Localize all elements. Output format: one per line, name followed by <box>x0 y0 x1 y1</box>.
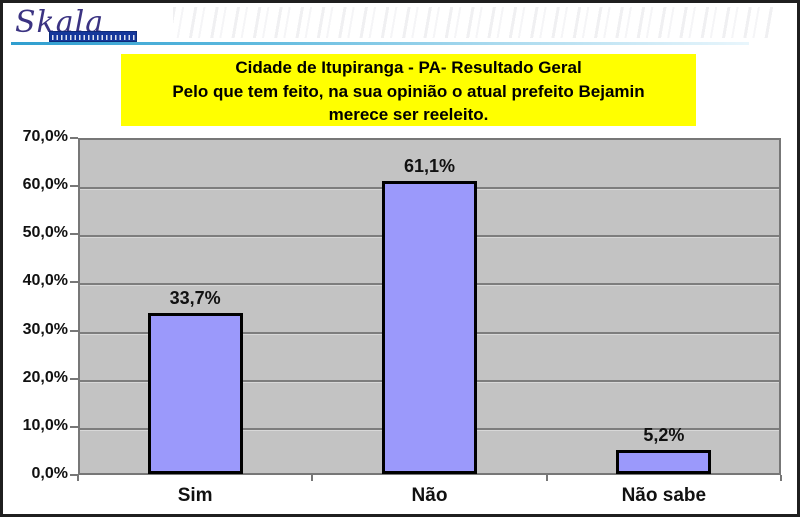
faded-watermark-text <box>173 7 773 38</box>
y-axis-tick-50 <box>70 233 78 236</box>
bar-não-sabe <box>616 449 712 474</box>
y-axis-tick-70 <box>70 137 78 139</box>
y-axis-tick-30 <box>70 329 78 332</box>
y-axis-label-60: 60,0% <box>22 176 68 194</box>
x-axis-label-não: Não <box>411 485 448 506</box>
logo-underline-rule <box>11 42 749 45</box>
bar-não <box>382 180 477 474</box>
y-axis-label-10: 10,0% <box>22 416 68 434</box>
x-axis-label-sim: Sim <box>177 485 213 506</box>
skala-logo-tagline-bar <box>49 31 137 42</box>
y-axis-label-50: 50,0% <box>22 224 68 242</box>
x-axis-tick-2 <box>545 475 548 481</box>
chart-title-box: Cidade de Itupiranga - PA- Resultado Ger… <box>121 54 696 126</box>
y-axis-label-0: 0,0% <box>31 465 68 482</box>
y-axis-label-20: 20,0% <box>22 368 68 386</box>
chart-title-line-2: Pelo que tem feito, na sua opinião o atu… <box>172 81 645 101</box>
chart-title-line-3: merece ser reeleito. <box>328 105 489 124</box>
x-axis-label-não-sabe: Não sabe <box>621 485 707 506</box>
y-axis-tick-20 <box>70 377 78 380</box>
x-axis-tick-1 <box>311 475 314 481</box>
y-axis-tick-0 <box>70 474 78 476</box>
y-axis-tick-60 <box>70 185 78 188</box>
x-axis-tick-3 <box>780 475 782 481</box>
y-axis-label-30: 30,0% <box>22 320 68 338</box>
x-axis-tick-0 <box>77 475 79 481</box>
bar-value-label-1: 33,7% <box>169 287 221 308</box>
y-axis-label-40: 40,0% <box>22 272 68 290</box>
bar-chart: 0,0% 10,0% 20,0% 30,0% 40,0% 50,0% 60,0% 70,0% 3… <box>3 3 797 514</box>
y-axis-tick-10 <box>70 425 78 428</box>
bar-value-label-2: 61,1% <box>403 155 456 176</box>
y-axis-tick-40 <box>70 281 78 284</box>
chart-title-line-1: Cidade de Itupiranga - PA- Resultado Ger… <box>235 58 582 77</box>
y-axis-label-70: 70,0% <box>22 128 68 145</box>
bar-value-label-3: 5,2% <box>643 424 685 445</box>
bar-sim <box>147 312 243 474</box>
